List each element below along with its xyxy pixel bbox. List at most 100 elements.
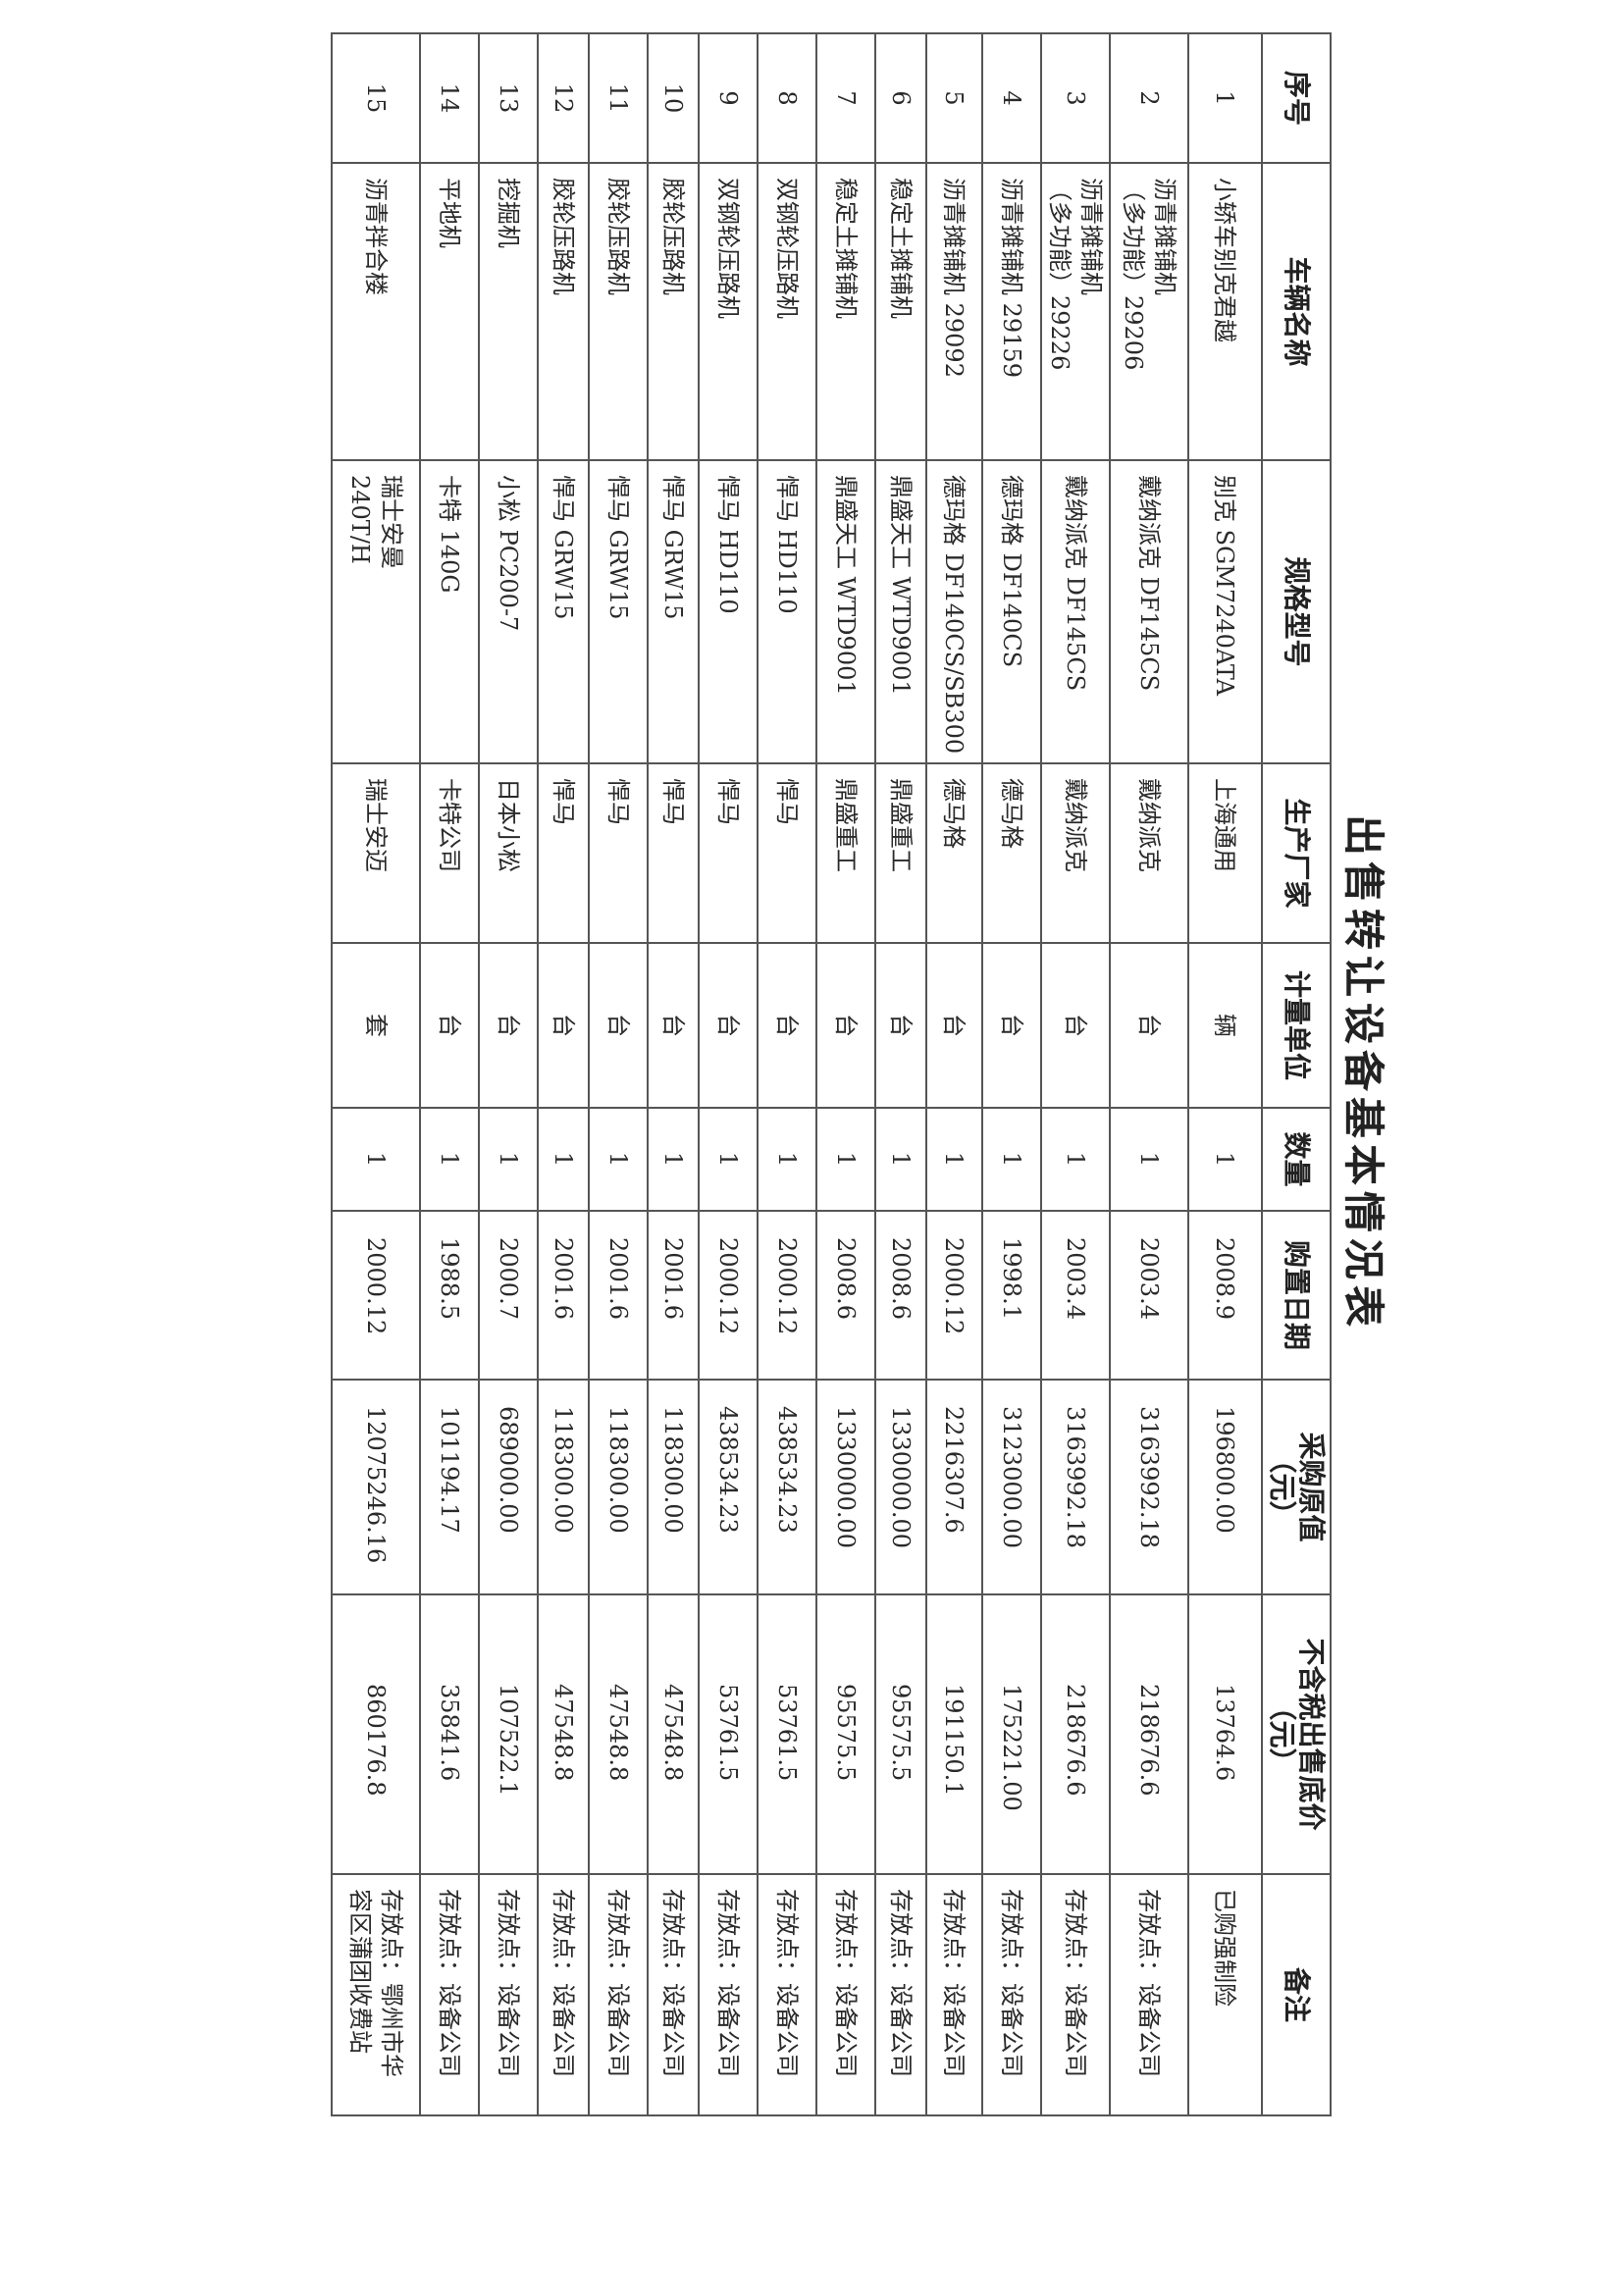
cell-date: 2000.12 <box>758 1211 816 1380</box>
cell-unit: 台 <box>699 943 758 1108</box>
cell-name: 沥青摊铺机 （多功能）29206 <box>1110 163 1188 460</box>
cell-qty: 1 <box>589 1108 648 1211</box>
cell-spec: 鼎盛天工 WTD9001 <box>875 460 926 763</box>
cell-note: 存放点：设备公司 <box>589 1874 648 2115</box>
cell-spec: 瑞士安曼 240T/H <box>332 460 420 763</box>
cell-date: 2000.12 <box>699 1211 758 1380</box>
cell-name: 胶轮压路机 <box>538 163 589 460</box>
document-title: 出售转让设备基本情况表 <box>1339 813 1387 1332</box>
cell-qty: 1 <box>1110 1108 1188 1211</box>
cell-note: 存放点：鄂州市华 容区蒲团收费站 <box>332 1874 420 2115</box>
cell-note: 已购强制险 <box>1188 1874 1262 2115</box>
header-spec: 规格型号 <box>1262 460 1331 763</box>
header-price: 不含税出售底价 （元） <box>1262 1594 1331 1874</box>
cell-name: 小轿车别克君越 <box>1188 163 1262 460</box>
cell-price: 218676.6 <box>1110 1594 1188 1874</box>
cell-cost: 438534.23 <box>758 1380 816 1594</box>
cell-no: 3 <box>1041 33 1110 163</box>
cell-cost: 101194.17 <box>420 1380 479 1594</box>
table-row: 1 小轿车别克君越 别克 SGM7240ATA 上海通用辆 1 2008.9 196800.… <box>1188 33 1262 2115</box>
cell-date: 2000.12 <box>926 1211 982 1380</box>
cell-qty: 1 <box>982 1108 1041 1211</box>
cell-name: 稳定土摊铺机 <box>875 163 926 460</box>
cell-date: 2001.6 <box>648 1211 699 1380</box>
cell-note: 存放点：设备公司 <box>875 1874 926 2115</box>
cell-cost: 12075246.16 <box>332 1380 420 1594</box>
cell-note: 存放点：设备公司 <box>699 1874 758 2115</box>
cell-name: 沥青摊铺机 29092 <box>926 163 982 460</box>
cell-no: 2 <box>1110 33 1188 163</box>
cell-maker: 德马格 <box>926 763 982 943</box>
cell-spec: 戴纳派克 DF145CS <box>1110 460 1188 763</box>
cell-price: 107522.1 <box>479 1594 538 1874</box>
cell-spec: 鼎盛天工 WTD9001 <box>816 460 875 763</box>
cell-spec: 悍马 GRW15 <box>589 460 648 763</box>
cell-cost: 689000.00 <box>479 1380 538 1594</box>
cell-name: 胶轮压路机 <box>648 163 699 460</box>
table-row: 14 平地机 卡特 140G 卡特公司台 1 1988.5 101194.17 35841.6… <box>420 33 479 2115</box>
cell-date: 2008.6 <box>875 1211 926 1380</box>
cell-no: 4 <box>982 33 1041 163</box>
cell-cost: 3163992.18 <box>1041 1380 1110 1594</box>
cell-cost: 118300.00 <box>589 1380 648 1594</box>
cell-cost: 118300.00 <box>648 1380 699 1594</box>
cell-cost: 3123000.00 <box>982 1380 1041 1594</box>
cell-note: 存放点：设备公司 <box>420 1874 479 2115</box>
cell-name: 沥青拌合楼 <box>332 163 420 460</box>
cell-qty: 1 <box>420 1108 479 1211</box>
cell-no: 11 <box>589 33 648 163</box>
cell-qty: 1 <box>699 1108 758 1211</box>
cell-no: 1 <box>1188 33 1262 163</box>
cell-unit: 台 <box>926 943 982 1108</box>
cell-spec: 悍马 HD110 <box>758 460 816 763</box>
cell-unit: 辆 <box>1188 943 1262 1108</box>
cell-date: 1998.1 <box>982 1211 1041 1380</box>
cell-price: 47548.8 <box>538 1594 589 1874</box>
cell-spec: 悍马 GRW15 <box>648 460 699 763</box>
header-note: 备注 <box>1262 1874 1331 2115</box>
table-row: 4 沥青摊铺机 29159 德玛格 DF140CS 德马格台 1 1998.1 312300… <box>982 33 1041 2115</box>
cell-price: 47548.8 <box>648 1594 699 1874</box>
cell-price: 95575.5 <box>816 1594 875 1874</box>
cell-maker: 瑞士安迈 <box>332 763 420 943</box>
cell-price: 35841.6 <box>420 1594 479 1874</box>
table-row: 8 双钢轮压路机 悍马 HD110 悍马台 1 2000.12 438534.23 53761… <box>758 33 816 2115</box>
header-date: 购置日期 <box>1262 1211 1331 1380</box>
cell-unit: 台 <box>816 943 875 1108</box>
cell-maker: 卡特公司 <box>420 763 479 943</box>
cell-spec: 卡特 140G <box>420 460 479 763</box>
cell-qty: 1 <box>816 1108 875 1211</box>
cell-date: 1988.5 <box>420 1211 479 1380</box>
cell-date: 2001.6 <box>538 1211 589 1380</box>
cell-price: 860176.8 <box>332 1594 420 1874</box>
cell-no: 14 <box>420 33 479 163</box>
cell-spec: 悍马 GRW15 <box>538 460 589 763</box>
cell-no: 9 <box>699 33 758 163</box>
cell-cost: 438534.23 <box>699 1380 758 1594</box>
cell-unit: 台 <box>1110 943 1188 1108</box>
cell-cost: 1330000.00 <box>816 1380 875 1594</box>
cell-cost: 118300.00 <box>538 1380 589 1594</box>
cell-note: 存放点：设备公司 <box>1110 1874 1188 2115</box>
table-row: 15 沥青拌合楼 瑞士安曼 240T/H 瑞士安迈套 1 2000.12 12075246.… <box>332 33 420 2115</box>
cell-maker: 悍马 <box>699 763 758 943</box>
cell-qty: 1 <box>926 1108 982 1211</box>
header-unit: 计量单位 <box>1262 943 1331 1108</box>
cell-spec: 悍马 HD110 <box>699 460 758 763</box>
cell-unit: 台 <box>648 943 699 1108</box>
table-row: 9 双钢轮压路机 悍马 HD110 悍马台 1 2000.12 438534.23 53761… <box>699 33 758 2115</box>
cell-unit: 台 <box>1041 943 1110 1108</box>
cell-name: 沥青摊铺机 （多功能）29226 <box>1041 163 1110 460</box>
cell-name: 平地机 <box>420 163 479 460</box>
cell-qty: 1 <box>1041 1108 1110 1211</box>
cell-date: 2001.6 <box>589 1211 648 1380</box>
cell-unit: 台 <box>479 943 538 1108</box>
cell-name: 双钢轮压路机 <box>699 163 758 460</box>
cell-qty: 1 <box>479 1108 538 1211</box>
header-maker: 生产厂家 <box>1262 763 1331 943</box>
cell-unit: 台 <box>875 943 926 1108</box>
table-row: 13 挖掘机 小松 PC200-7 日本小松台 1 2000.7 689000.00 1075… <box>479 33 538 2115</box>
header-row: 序号 车辆名称 规格型号 生产厂家 计量单位 数量 购置日期 采购原值 （元） … <box>1262 33 1331 2115</box>
cell-qty: 1 <box>1188 1108 1262 1211</box>
table-row: 5 沥青摊铺机 29092 德玛格 DF140CS/SB300 德马格台 1 2000.1… <box>926 33 982 2115</box>
